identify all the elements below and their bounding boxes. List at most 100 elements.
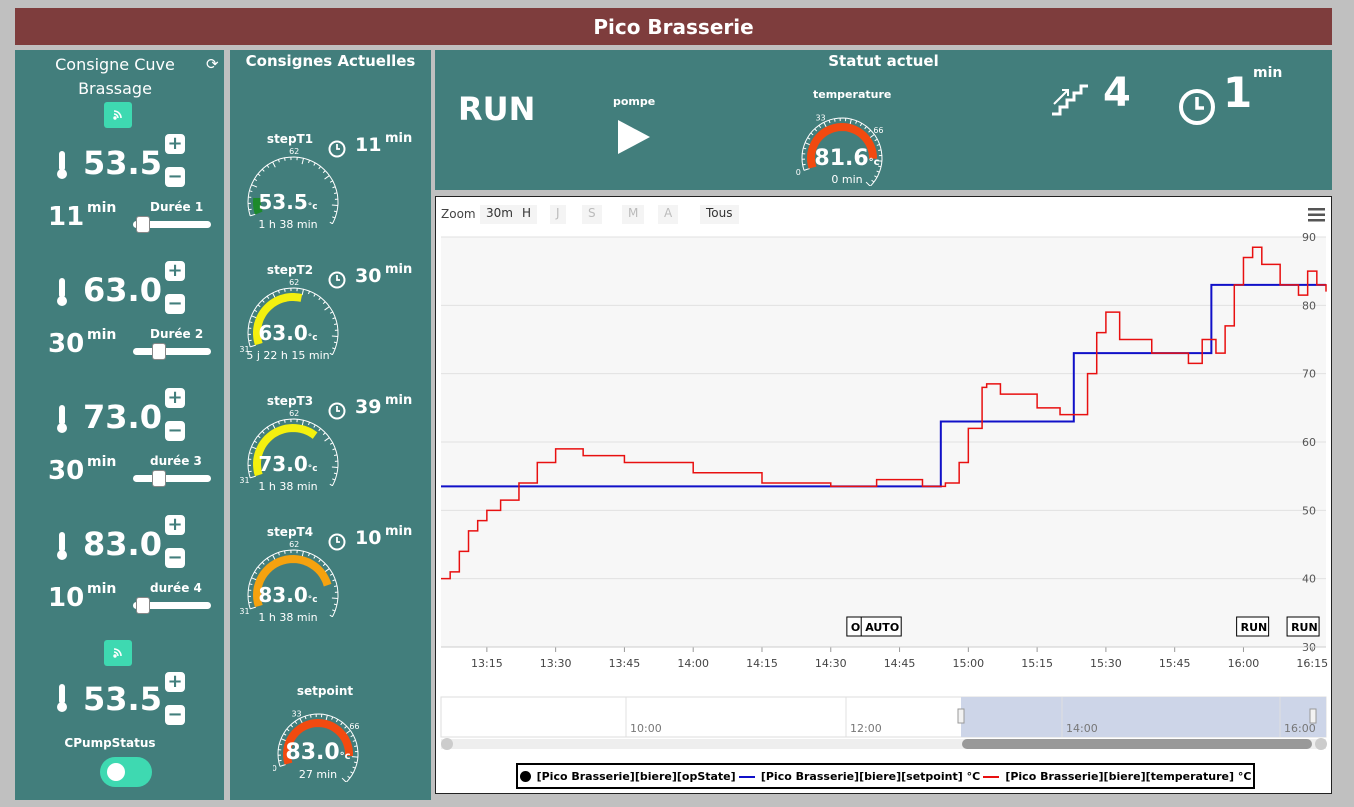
step-value: 4 — [1103, 70, 1131, 116]
history-chart: Zoom 30m H J S M A Tous 30 40 50 60 70 80 90 13:15 13:… — [435, 196, 1332, 794]
svg-text:66: 66 — [873, 126, 883, 135]
app-header: Pico Brasserie — [15, 8, 1332, 45]
gauge-value: 83.0°c — [258, 583, 318, 607]
x-tick-label: 16:15 — [1296, 657, 1328, 670]
svg-text:62: 62 — [289, 278, 299, 287]
zoom-button[interactable]: J — [550, 205, 566, 224]
zoom-button[interactable]: M — [622, 205, 645, 224]
pump-toggle[interactable] — [100, 757, 152, 787]
legend-item-opstate[interactable]: [Pico Brasserie][biere][opState] — [519, 770, 736, 783]
zoom-button[interactable]: H — [516, 205, 538, 224]
navigator-scrollbar-thumb — [962, 739, 1312, 749]
svg-text:33: 33 — [815, 113, 825, 122]
timer-value: 1 — [1223, 68, 1253, 117]
rss-icon[interactable] — [104, 102, 132, 128]
svg-text:62: 62 — [289, 147, 299, 156]
step-temp-plus-button[interactable]: + — [165, 134, 185, 154]
x-tick-label: 13:30 — [540, 657, 572, 670]
temperature-series-line — [441, 246, 1327, 580]
menu-icon[interactable] — [1308, 207, 1326, 226]
state-value: RUN — [458, 90, 536, 128]
x-tick-label: 13:45 — [609, 657, 641, 670]
zoom-button[interactable]: Tous — [700, 205, 739, 224]
y-tick-label: 50 — [1302, 504, 1316, 517]
step-duration-slider[interactable] — [133, 597, 211, 614]
zoom-button[interactable]: A — [658, 205, 679, 224]
gauge-sub: 1 h 38 min — [258, 218, 318, 231]
zoom-button[interactable]: 30m — [480, 205, 519, 224]
event-flag — [1286, 616, 1320, 637]
gauge-title: stepT4 — [266, 525, 314, 539]
step-duration-value: 30 — [48, 456, 85, 486]
step-temp-plus-button[interactable]: + — [165, 515, 185, 535]
x-tick-label: 14:00 — [677, 657, 709, 670]
event-flag — [1236, 616, 1270, 637]
event-flag-label: RUN — [1241, 621, 1268, 634]
pump-temp-minus-button[interactable]: − — [165, 705, 185, 725]
navigator-tick-label: 10:00 — [630, 722, 662, 735]
step-temp-minus-button[interactable]: − — [165, 167, 185, 187]
step-temp-minus-button[interactable]: − — [165, 294, 185, 314]
gauge-title: stepT3 — [266, 394, 314, 408]
navigator-tick-label: 14:00 — [1066, 722, 1098, 735]
gauge-sub: 1 h 38 min — [258, 480, 318, 493]
step-duration-label: Durée 2 — [150, 327, 204, 341]
step-duration-unit: min — [87, 327, 117, 343]
pump-temp-plus-button[interactable]: + — [165, 672, 185, 692]
svg-text:33: 33 — [291, 709, 301, 718]
refresh-icon[interactable]: ⟳ — [206, 55, 219, 73]
setpoint-gauge-value: 83.0°c — [285, 740, 351, 765]
y-tick-label: 60 — [1302, 436, 1316, 449]
setpoint-gauge-sub: 27 min — [298, 768, 338, 781]
setpoint-panel: Consigne Cuve Brassage ⟳ 53.5 + − 11 min… — [15, 50, 224, 800]
step-duration-value: 10 — [48, 583, 85, 613]
y-tick-label: 70 — [1302, 368, 1316, 381]
step-temp-plus-button[interactable]: + — [165, 388, 185, 408]
step-gauge: 6293 — [247, 147, 339, 224]
step-temp-plus-button[interactable]: + — [165, 261, 185, 281]
y-tick-label: 90 — [1302, 231, 1316, 244]
step-temp-minus-button[interactable]: − — [165, 421, 185, 441]
x-tick-label: 15:45 — [1159, 657, 1191, 670]
rss-icon[interactable] — [104, 640, 132, 666]
svg-text:31: 31 — [239, 345, 249, 354]
current-setpoints-panel: Consignes Actuelles stepT1 6293 53.5°c 1… — [230, 50, 431, 800]
x-tick-label: 14:30 — [815, 657, 847, 670]
gauge-title: stepT1 — [266, 132, 314, 146]
setpoint-series-line — [441, 283, 1326, 488]
gauge-title: stepT2 — [266, 263, 314, 277]
svg-text:66: 66 — [349, 722, 359, 731]
navigator-selection — [961, 697, 1326, 737]
svg-text:31: 31 — [239, 607, 249, 616]
navigator-tick-label: 16:00 — [1284, 722, 1316, 735]
navigator-handle-left — [957, 708, 965, 724]
step-duration-slider[interactable] — [133, 216, 211, 233]
current-setpoints-title: Consignes Actuelles — [245, 52, 416, 70]
thermometer-icon — [55, 276, 69, 312]
x-tick-label: 16:00 — [1228, 657, 1260, 670]
legend-item-temperature[interactable]: [Pico Brasserie][biere][temperature] °C — [983, 770, 1251, 783]
legend-item-setpoint[interactable]: [Pico Brasserie][biere][setpoint] °C — [738, 770, 980, 783]
clock-icon — [1178, 88, 1216, 130]
step-duration-slider[interactable] — [133, 470, 211, 487]
step-duration-unit: min — [87, 200, 117, 216]
x-tick-label: 14:15 — [746, 657, 778, 670]
zoom-button[interactable]: S — [582, 205, 602, 224]
step-duration-slider[interactable] — [133, 343, 211, 360]
setpoint-panel-title: Consigne Cuve Brassage — [55, 55, 175, 98]
setpoint-gauge: 0336699 — [273, 709, 360, 782]
x-tick-label: 15:15 — [1021, 657, 1053, 670]
gauge-duration: 39 — [355, 396, 382, 418]
step-temp-value: 53.5 — [83, 144, 162, 182]
gauge-duration-unit: min — [385, 131, 413, 146]
step-duration-value: 30 — [48, 329, 85, 359]
clock-icon — [328, 140, 346, 162]
step-duration-label: Durée 1 — [150, 200, 204, 214]
chart-legend: [Pico Brasserie][biere][opState] [Pico B… — [516, 763, 1255, 789]
navigator-handle-right — [1309, 708, 1317, 724]
step-gauge: 316293 — [239, 409, 339, 486]
thermometer-icon — [55, 682, 69, 718]
gauge-duration-unit: min — [385, 393, 413, 408]
step-temp-minus-button[interactable]: − — [165, 548, 185, 568]
